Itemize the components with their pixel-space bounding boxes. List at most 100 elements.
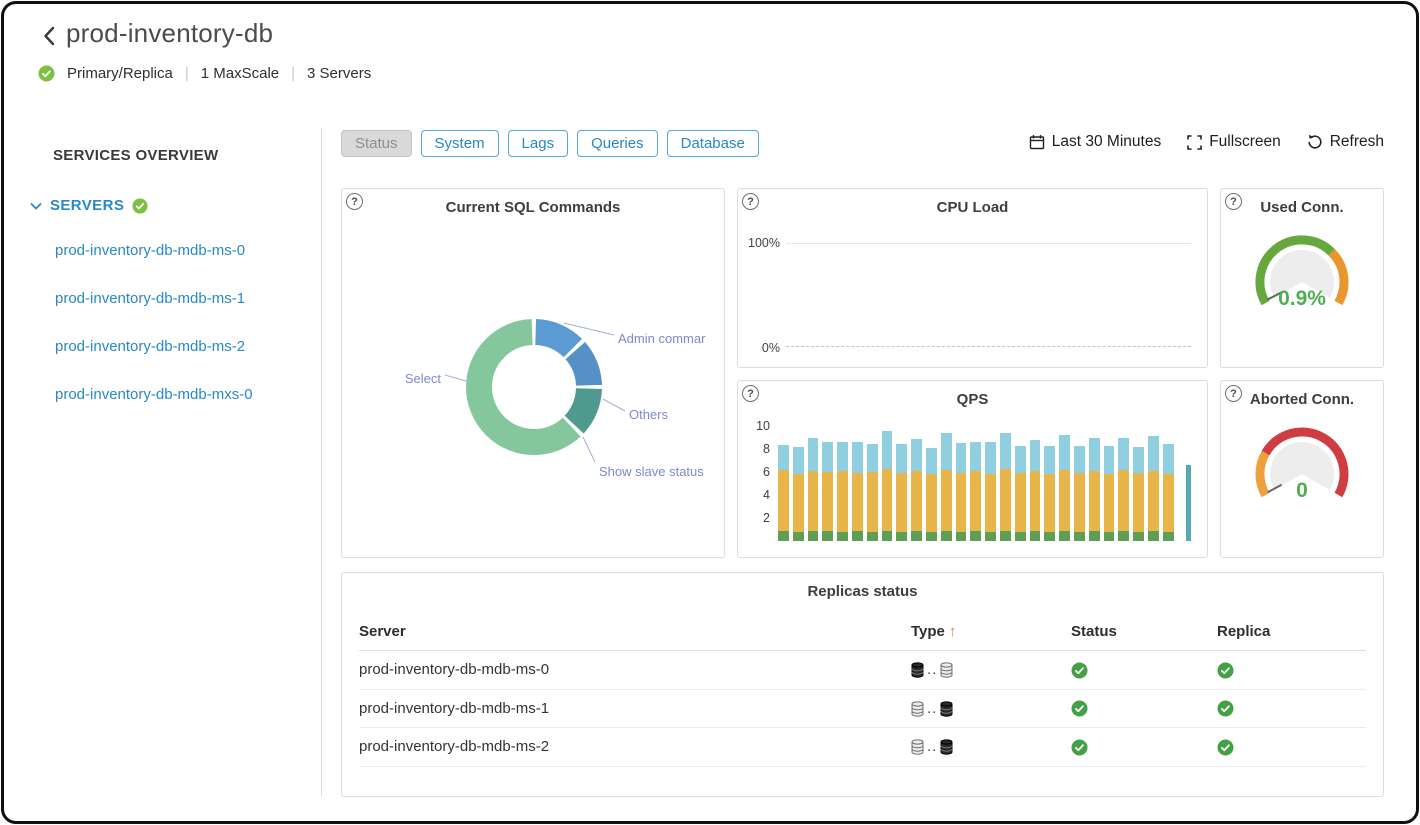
database-icon: [940, 701, 953, 717]
calendar-icon: [1029, 135, 1044, 150]
help-icon[interactable]: ?: [742, 193, 759, 210]
aborted-conn-title: Aborted Conn.: [1249, 391, 1355, 408]
qps-bar: [925, 447, 937, 541]
donut-label-line: [582, 436, 596, 463]
sidebar-group-servers[interactable]: SERVERS: [30, 197, 148, 214]
type-separator: ..: [927, 738, 938, 756]
fullscreen-button[interactable]: Fullscreen: [1187, 133, 1281, 151]
tab-system[interactable]: System: [420, 130, 499, 157]
help-icon[interactable]: ?: [742, 385, 759, 402]
server-cell: prod-inventory-db-mdb-ms-0: [359, 650, 911, 690]
maxscale-label: 1 MaxScale: [200, 65, 280, 82]
qps-bar: [851, 442, 863, 541]
type-cell: ..: [911, 650, 1071, 690]
servers-count-label: 3 Servers: [307, 65, 372, 82]
gauge-value: 0.9%: [1278, 287, 1326, 310]
panel-replicas-status: Replicas status Server Type ↑ Status Repl…: [341, 572, 1384, 797]
sidebar-item-prod-inventory-db-mdb-ms-0[interactable]: prod-inventory-db-mdb-ms-0: [55, 242, 246, 259]
sidebar-divider: [321, 128, 322, 796]
sidebar-item-prod-inventory-db-mdb-ms-2[interactable]: prod-inventory-db-mdb-ms-2: [55, 338, 246, 355]
database-icon: [911, 662, 924, 678]
status-ok-icon: [1071, 700, 1088, 717]
qps-bar: [1133, 446, 1144, 541]
database-icon: [940, 739, 953, 756]
help-icon[interactable]: ?: [1225, 385, 1242, 402]
table-header-row: Server Type ↑ Status Replica: [359, 613, 1366, 651]
cpu-plot-area: [786, 243, 1191, 347]
gauge-inner: [1270, 249, 1334, 298]
status-cell: [1071, 727, 1217, 767]
col-type[interactable]: Type ↑: [911, 613, 1071, 651]
qps-bar: [792, 446, 804, 541]
sort-asc-icon[interactable]: ↑: [948, 623, 957, 640]
panel-cpu-load: ? CPU Load 100% 0%: [737, 188, 1208, 368]
replica-ok-icon: [1217, 739, 1234, 756]
gauge-needle: [1266, 291, 1282, 301]
status-cell: [1071, 689, 1217, 729]
cpu-ymin-label: 0%: [761, 341, 780, 355]
gauge-arc: [1328, 249, 1349, 306]
qps-yaxis: 2 4 6 8 10: [738, 381, 1207, 557]
qps-bar: [985, 442, 996, 541]
qps-bar: [822, 442, 834, 541]
replica-cell: [1217, 689, 1366, 729]
qps-edge-bar: [1186, 465, 1191, 541]
status-ok-icon: [1071, 739, 1088, 756]
col-label: Type: [911, 623, 945, 640]
replica-cell: [1217, 727, 1366, 767]
qps-bar: [807, 437, 819, 541]
donut-label: Others: [629, 407, 669, 422]
status-ok-icon: [1071, 662, 1088, 679]
qps-bar: [1059, 435, 1070, 541]
replica-ok-icon: [1217, 662, 1234, 679]
server-list: prod-inventory-db-mdb-ms-0 prod-inventory…: [55, 243, 253, 435]
col-label: Server: [359, 623, 406, 640]
refresh-label: Refresh: [1329, 133, 1384, 150]
refresh-button[interactable]: Refresh: [1307, 133, 1384, 151]
donut-label: Select: [405, 371, 442, 386]
tab-database[interactable]: Database: [666, 130, 759, 157]
server-cell: prod-inventory-db-mdb-ms-1: [359, 689, 911, 729]
replica-ok-icon: [1217, 700, 1234, 717]
col-replica[interactable]: Replica: [1217, 613, 1366, 651]
qps-bar: [1147, 436, 1159, 541]
qps-bars: [778, 421, 1183, 541]
tab-lags[interactable]: Lags: [507, 130, 569, 157]
tab-status[interactable]: Status: [341, 130, 412, 157]
help-icon[interactable]: ?: [1225, 193, 1242, 210]
qps-bar: [1118, 437, 1130, 541]
sql-commands-title: Current SQL Commands: [445, 199, 621, 216]
help-icon[interactable]: ?: [346, 193, 363, 210]
qps-tick-label: 6: [763, 465, 770, 479]
tab-queries[interactable]: Queries: [577, 130, 658, 157]
qps-bar: [896, 444, 908, 541]
qps-tick-label: 2: [763, 511, 770, 525]
qps-tick-label: 4: [763, 488, 770, 502]
refresh-icon: [1308, 134, 1322, 149]
col-status[interactable]: Status: [1071, 613, 1217, 651]
sidebar-group-label: SERVERS: [50, 197, 125, 214]
qps-plot: [776, 421, 1191, 541]
gauge-arc: [1255, 235, 1335, 306]
time-range-button[interactable]: Last 30 Minutes: [1029, 133, 1161, 151]
panel-aborted-conn: ? Aborted Conn. 0: [1220, 380, 1384, 558]
sidebar-item-prod-inventory-db-mdb-mxs-0[interactable]: prod-inventory-db-mdb-mxs-0: [55, 386, 253, 403]
type-separator: ..: [927, 699, 938, 717]
type-cell: ..: [911, 727, 1071, 767]
sidebar-item-prod-inventory-db-mdb-ms-1[interactable]: prod-inventory-db-mdb-ms-1: [55, 290, 246, 307]
meta-divider: |: [291, 65, 296, 82]
col-server[interactable]: Server: [359, 613, 911, 651]
gauge-arc: [1255, 450, 1270, 498]
donut-label-line: [563, 322, 615, 336]
type-separator: ..: [927, 661, 938, 679]
qps-bar: [940, 433, 952, 541]
used_conn-svg: 0.9%: [1255, 235, 1349, 310]
sql-donut-svg: Admin commar Others Show slave status Selec…: [405, 319, 706, 479]
back-button[interactable]: [36, 22, 62, 50]
qps-title: QPS: [956, 391, 989, 408]
qps-bar: [866, 444, 878, 541]
database-icon: [911, 739, 924, 756]
qps-bar: [1073, 445, 1085, 541]
database-icon: [911, 701, 924, 717]
